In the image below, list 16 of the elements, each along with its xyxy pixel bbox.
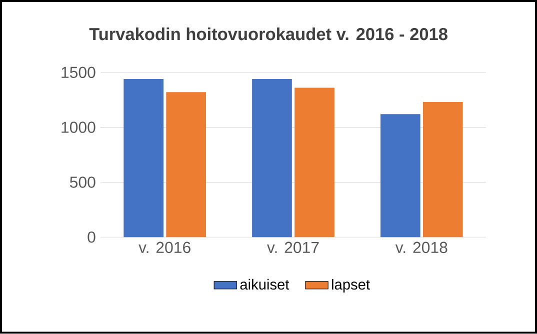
legend-label: lapset (332, 279, 370, 293)
bar (166, 92, 206, 238)
bar (252, 79, 292, 238)
y-tick-label: 0 (88, 232, 96, 243)
bar (422, 102, 463, 238)
x-tick-label: v. 2016 (138, 242, 190, 254)
bar (124, 79, 164, 238)
y-tick-label: 1500 (62, 66, 96, 78)
y-tick-label: 1000 (62, 122, 96, 134)
chart-title: Turvakodin hoitovuorokaudet v. 2016 - 2018 (89, 28, 448, 40)
bar (380, 114, 420, 238)
legend-label: aikuiset (240, 279, 290, 290)
x-tick-label: v. 2018 (395, 242, 448, 254)
y-tick-label: 500 (70, 176, 96, 188)
bar (294, 88, 334, 238)
x-tick-label: v. 2017 (267, 242, 319, 254)
